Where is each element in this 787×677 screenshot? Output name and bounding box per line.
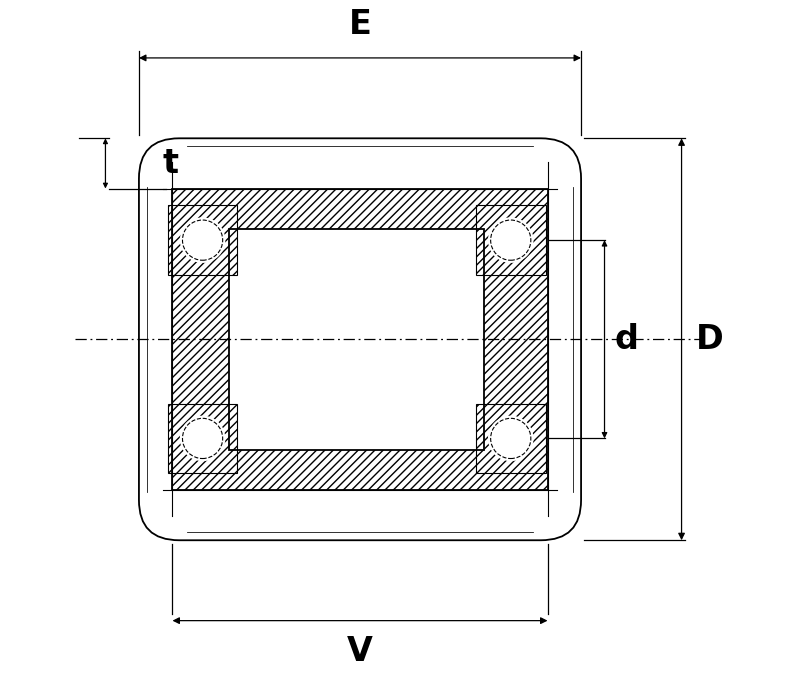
Bar: [476, 205, 545, 275]
Circle shape: [183, 418, 223, 458]
Bar: [229, 229, 484, 450]
Bar: [229, 229, 484, 450]
Text: t: t: [162, 147, 179, 180]
Bar: [476, 403, 545, 473]
Circle shape: [488, 217, 534, 263]
Bar: [229, 189, 484, 229]
Bar: [168, 205, 238, 275]
Circle shape: [490, 418, 530, 458]
Bar: [229, 450, 484, 490]
Bar: [476, 403, 545, 473]
Circle shape: [488, 416, 534, 461]
Text: V: V: [347, 636, 373, 668]
Bar: [168, 403, 238, 473]
Circle shape: [179, 416, 225, 461]
FancyBboxPatch shape: [139, 138, 581, 540]
Circle shape: [179, 217, 225, 263]
Bar: [172, 189, 229, 490]
Bar: [484, 189, 548, 490]
Bar: [168, 205, 238, 275]
Text: D: D: [696, 323, 724, 356]
Text: d: d: [615, 323, 638, 356]
Bar: [172, 189, 548, 490]
Bar: [476, 205, 545, 275]
Circle shape: [490, 220, 530, 260]
Bar: [172, 189, 548, 490]
Bar: [168, 403, 238, 473]
Circle shape: [183, 220, 223, 260]
Text: E: E: [349, 8, 371, 41]
